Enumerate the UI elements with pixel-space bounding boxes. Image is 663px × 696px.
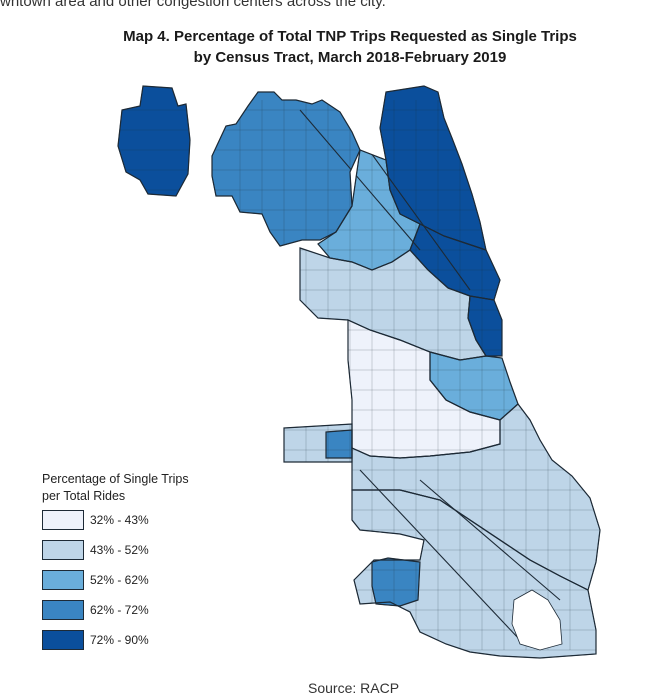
- legend-swatch: [42, 630, 84, 650]
- map-region-ohare: [117, 85, 191, 197]
- legend-title-line-1: Percentage of Single Trips: [42, 472, 189, 486]
- map-title-line-1: Map 4. Percentage of Total TNP Trips Req…: [123, 28, 577, 45]
- legend-item: 72% - 90%: [42, 625, 242, 655]
- legend-item: 43% - 52%: [42, 535, 242, 565]
- legend-label: 32% - 43%: [90, 513, 149, 527]
- legend-item: 52% - 62%: [42, 565, 242, 595]
- legend-swatch: [42, 540, 84, 560]
- arterial-road-line: [419, 479, 561, 601]
- legend-label: 62% - 72%: [90, 603, 149, 617]
- arterial-road-line: [359, 469, 521, 641]
- source-note: Source: RACP: [308, 680, 400, 696]
- legend-label: 43% - 52%: [90, 543, 149, 557]
- legend-label: 52% - 62%: [90, 573, 149, 587]
- region-outline: [371, 557, 421, 607]
- legend-swatch: [42, 510, 84, 530]
- legend-swatch: [42, 570, 84, 590]
- map-region-northwest: [211, 91, 361, 247]
- legend-item: 32% - 43%: [42, 505, 242, 535]
- arterial-road-line: [299, 109, 421, 251]
- region-outline: [351, 489, 597, 659]
- legend-swatch: [42, 600, 84, 620]
- legend-label: 72% - 90%: [90, 633, 149, 647]
- map-title: Map 4. Percentage of Total TNP Trips Req…: [60, 26, 640, 68]
- map-legend: Percentage of Single Trips per Total Rid…: [42, 471, 242, 655]
- lake-calumet-area: [511, 589, 563, 651]
- region-outline: [467, 295, 503, 357]
- intro-text-fragment: wntown area and other congestion centers…: [0, 0, 386, 10]
- region-outline: [283, 423, 353, 463]
- map-title-line-2: by Census Tract, March 2018-February 201…: [193, 49, 507, 66]
- legend-item: 62% - 72%: [42, 595, 242, 625]
- map-region-far-south-pocket: [371, 557, 421, 607]
- region-outline: [211, 91, 361, 247]
- legend-title: Percentage of Single Trips per Total Rid…: [42, 471, 242, 505]
- region-outline: [325, 429, 353, 459]
- map-region-southwest-pocket: [325, 429, 353, 459]
- region-outline: [117, 85, 191, 197]
- legend-title-line-2: per Total Rides: [42, 489, 126, 503]
